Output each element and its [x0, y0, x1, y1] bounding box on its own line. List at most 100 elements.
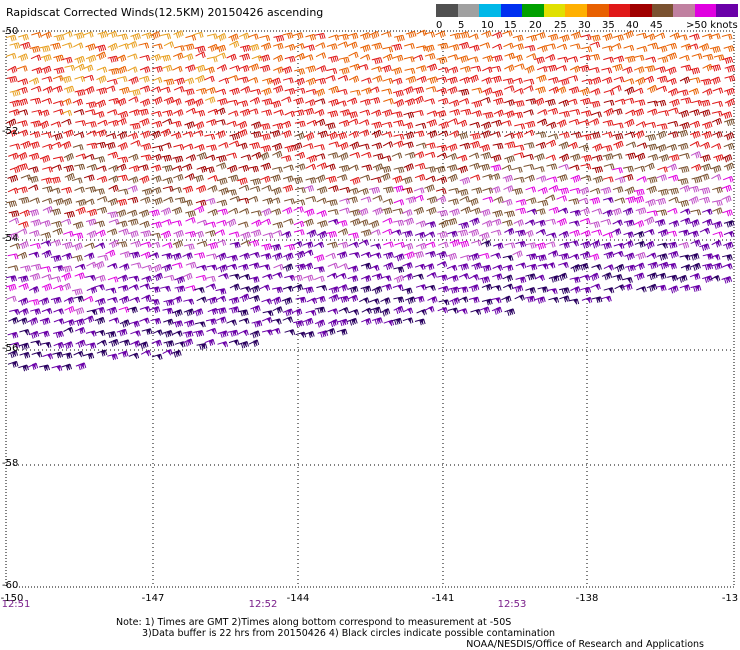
barb-feather	[412, 68, 416, 74]
barb-staff	[369, 86, 378, 92]
barb-staff	[281, 66, 291, 71]
barb-feather	[91, 109, 94, 116]
wind-barb	[668, 187, 679, 195]
barb-feather	[136, 154, 139, 160]
wind-barb	[139, 75, 150, 83]
barb-feather	[313, 163, 316, 170]
barb-feather	[366, 33, 369, 39]
wind-barb	[314, 32, 326, 40]
wind-barb	[249, 185, 261, 193]
barb-feather	[147, 143, 150, 150]
barb-feather	[90, 122, 93, 128]
barb-staff	[17, 129, 27, 134]
wind-barb	[295, 163, 306, 171]
barb-feather	[262, 66, 265, 73]
wind-barb	[656, 130, 667, 139]
barb-feather	[100, 131, 103, 137]
barb-feather	[215, 33, 218, 39]
barb-feather	[54, 43, 58, 50]
barb-feather	[104, 66, 108, 73]
wind-barb	[215, 44, 227, 53]
barb-feather	[357, 141, 360, 148]
wind-barb	[393, 140, 404, 148]
wind-barb	[403, 86, 414, 95]
wind-barb	[644, 33, 656, 41]
barb-staff	[183, 88, 193, 92]
barb-feather	[409, 132, 413, 138]
barb-feather	[247, 53, 251, 59]
barb-feather	[210, 67, 213, 73]
barb-feather	[354, 52, 357, 59]
wind-barb	[512, 187, 523, 195]
barb-staff	[30, 85, 40, 91]
wind-barb	[62, 31, 73, 38]
barb-feather	[587, 88, 590, 94]
barb-feather	[461, 133, 465, 139]
barb-feather	[720, 55, 723, 61]
barb-feather	[102, 166, 105, 172]
wind-barb	[359, 119, 370, 126]
barb-feather	[136, 89, 139, 96]
barb-feather	[300, 152, 304, 159]
wind-barb	[30, 54, 42, 61]
barb-feather	[237, 87, 240, 94]
barb-feather	[102, 130, 105, 136]
barb-feather	[38, 54, 42, 61]
barb-feather	[376, 43, 379, 50]
barb-staff	[49, 176, 59, 180]
barb-feather	[37, 68, 41, 74]
barb-feather	[672, 188, 676, 195]
wind-barb	[401, 187, 413, 194]
barb-feather	[182, 45, 185, 51]
barb-feather	[46, 46, 49, 52]
barb-staff	[117, 110, 127, 116]
barb-staff	[546, 121, 555, 127]
wind-barb	[218, 187, 229, 196]
barb-feather	[485, 43, 489, 49]
barb-feather	[114, 68, 118, 75]
barb-staff	[589, 118, 598, 124]
wind-barb	[558, 141, 569, 150]
barb-feather	[345, 187, 349, 194]
barb-feather	[705, 174, 708, 180]
barb-feather	[121, 133, 124, 139]
barb-feather	[23, 79, 27, 85]
barb-feather	[383, 167, 386, 174]
wind-barb	[504, 85, 515, 92]
barb-feather	[245, 109, 249, 116]
barb-staff	[612, 133, 622, 137]
barb-feather	[588, 79, 591, 85]
barb-feather	[353, 33, 357, 39]
barb-feather	[520, 188, 523, 194]
barb-feather	[454, 44, 458, 51]
barb-staff	[304, 132, 313, 138]
barb-feather	[355, 142, 358, 148]
barb-feather	[621, 55, 625, 62]
barb-feather	[499, 120, 502, 126]
barb-feather	[285, 156, 288, 162]
barb-feather	[268, 123, 271, 129]
wind-barb	[28, 166, 39, 174]
barb-feather	[104, 87, 108, 93]
barb-feather	[109, 143, 112, 149]
barb-feather	[697, 177, 701, 183]
barb-feather	[80, 187, 83, 193]
barb-feather	[389, 65, 392, 71]
barb-feather	[181, 174, 184, 180]
barb-staff	[667, 88, 677, 93]
barb-feather	[122, 66, 126, 73]
barb-feather	[508, 54, 512, 60]
barb-feather	[487, 164, 490, 170]
barb-feather	[104, 129, 107, 135]
barb-feather	[243, 130, 246, 136]
barb-feather	[158, 66, 161, 73]
barb-feather	[651, 76, 655, 82]
wind-barb	[435, 110, 447, 118]
barb-feather	[476, 66, 480, 72]
barb-feather	[343, 42, 347, 48]
barb-staff	[306, 154, 316, 160]
barb-feather	[334, 176, 337, 182]
barb-staff	[325, 75, 334, 80]
barb-feather	[556, 185, 559, 191]
barb-feather	[186, 123, 190, 130]
